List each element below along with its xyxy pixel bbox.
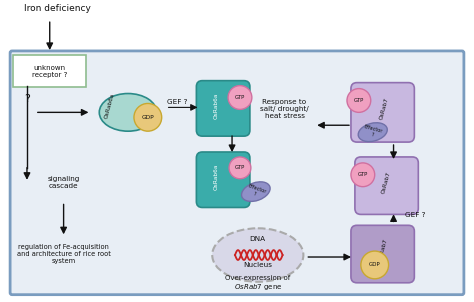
Text: OsRab7: OsRab7 xyxy=(378,97,389,120)
Text: Effector
?: Effector ? xyxy=(245,183,267,200)
Text: GEF ?: GEF ? xyxy=(405,212,426,218)
Text: OsRab7: OsRab7 xyxy=(381,171,392,194)
Text: DNA: DNA xyxy=(250,236,266,242)
Text: OsRab6a: OsRab6a xyxy=(214,164,219,190)
Circle shape xyxy=(347,88,371,112)
Circle shape xyxy=(229,157,251,179)
Text: GEF ?: GEF ? xyxy=(167,99,188,105)
Text: GTP: GTP xyxy=(358,172,368,177)
Text: GTP: GTP xyxy=(235,95,245,100)
Text: GTP: GTP xyxy=(354,98,364,103)
FancyBboxPatch shape xyxy=(196,152,250,207)
Ellipse shape xyxy=(358,123,387,142)
Text: GDP: GDP xyxy=(141,115,154,120)
FancyBboxPatch shape xyxy=(196,81,250,136)
Text: Iron deficiency: Iron deficiency xyxy=(24,4,91,13)
Text: OsRab6a: OsRab6a xyxy=(103,92,115,119)
Text: Response to
salt/ drought/
heat stress: Response to salt/ drought/ heat stress xyxy=(260,99,309,119)
Text: regulation of Fe-acquisition
and architecture of rice root
system: regulation of Fe-acquisition and archite… xyxy=(17,244,110,264)
FancyBboxPatch shape xyxy=(13,55,86,87)
Circle shape xyxy=(361,251,389,279)
Circle shape xyxy=(228,85,252,109)
Text: Nucleus: Nucleus xyxy=(243,262,272,268)
FancyBboxPatch shape xyxy=(351,225,414,283)
Text: OsRab7: OsRab7 xyxy=(377,237,388,261)
Circle shape xyxy=(351,163,375,187)
Text: GTP: GTP xyxy=(235,165,245,170)
Text: OsRab6a: OsRab6a xyxy=(214,92,219,119)
Text: ?: ? xyxy=(24,95,30,104)
Text: Over-expression of
$\it{OsRab7}$ gene: Over-expression of $\it{OsRab7}$ gene xyxy=(225,275,291,292)
Text: signaling
cascade: signaling cascade xyxy=(47,176,80,189)
FancyBboxPatch shape xyxy=(355,157,419,214)
FancyBboxPatch shape xyxy=(10,51,464,295)
Ellipse shape xyxy=(99,94,157,131)
Circle shape xyxy=(134,104,162,131)
Text: GDP: GDP xyxy=(369,262,381,268)
Ellipse shape xyxy=(242,182,270,201)
FancyBboxPatch shape xyxy=(351,83,414,142)
Text: Effector
?: Effector ? xyxy=(362,124,383,140)
Text: unknown
receptor ?: unknown receptor ? xyxy=(32,65,67,78)
Ellipse shape xyxy=(212,228,303,282)
